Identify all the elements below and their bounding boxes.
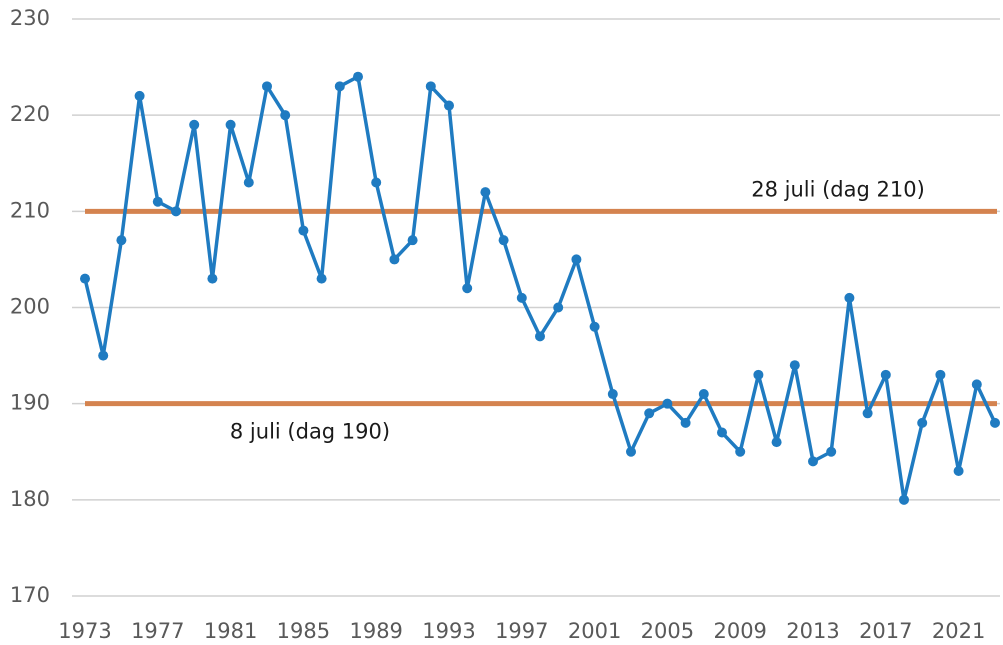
data-point (826, 446, 837, 457)
data-point (662, 398, 673, 409)
data-point (280, 110, 291, 121)
data-point (152, 196, 163, 207)
data-point (717, 427, 727, 438)
y-tick-label: 230 (10, 6, 50, 30)
data-point (844, 292, 855, 303)
data-point (207, 273, 218, 284)
data-point (680, 417, 691, 428)
data-point (535, 331, 545, 342)
data-point (316, 273, 327, 284)
data-point (553, 302, 564, 313)
x-tick-label: 2009 (713, 619, 766, 643)
x-tick-label: 1997 (495, 619, 548, 643)
data-point (935, 369, 946, 380)
data-point (953, 465, 964, 476)
data-point (899, 494, 909, 505)
data-point (98, 350, 109, 361)
y-tick-label: 220 (10, 102, 50, 126)
data-point (444, 100, 454, 111)
y-tick-label: 200 (10, 295, 50, 319)
x-tick-label: 2013 (786, 619, 839, 643)
data-point (735, 446, 746, 457)
data-point (371, 177, 382, 188)
data-point (789, 360, 800, 371)
data-point (425, 81, 436, 92)
x-tick-label: 1977 (131, 619, 184, 643)
data-point (771, 437, 782, 448)
data-point (971, 379, 982, 390)
data-point (171, 206, 181, 217)
data-point (516, 292, 527, 303)
data-point (243, 177, 254, 188)
data-point (990, 417, 1000, 428)
data-point (353, 71, 363, 82)
x-tick-label: 2001 (568, 619, 621, 643)
x-tick-label: 2005 (641, 619, 694, 643)
data-point (225, 119, 236, 130)
data-point (134, 90, 145, 101)
data-point (589, 321, 600, 332)
data-point (698, 389, 709, 400)
reference-label: 28 juli (dag 210) (751, 177, 925, 201)
x-tick-label: 1981 (204, 619, 257, 643)
x-tick-label: 2021 (932, 619, 985, 643)
data-point (334, 81, 345, 92)
y-tick-label: 170 (10, 583, 50, 607)
data-line (83, 74, 997, 502)
reference-label: 8 juli (dag 190) (230, 420, 390, 444)
data-point (389, 254, 400, 265)
x-tick-label: 1985 (277, 619, 330, 643)
data-point (262, 81, 272, 92)
x-tick-label: 1989 (349, 619, 402, 643)
data-point (407, 235, 418, 246)
data-point (189, 119, 200, 130)
y-tick-label: 210 (10, 198, 50, 222)
data-point (880, 369, 891, 380)
data-point (116, 235, 127, 246)
x-tick-label: 1973 (58, 619, 111, 643)
x-tick-label: 1993 (422, 619, 475, 643)
data-point (808, 456, 818, 467)
y-tick-label: 190 (10, 391, 50, 415)
x-tick-label: 2017 (859, 619, 912, 643)
data-point (753, 369, 764, 380)
data-point (298, 225, 309, 236)
data-point (571, 254, 582, 265)
data-point (626, 446, 636, 457)
data-point (917, 417, 928, 428)
data-point (607, 389, 618, 400)
data-point (80, 273, 90, 284)
data-point (480, 187, 491, 198)
data-point (862, 408, 873, 419)
data-point (462, 283, 473, 294)
data-point (644, 408, 655, 419)
y-tick-label: 180 (10, 487, 50, 511)
data-point (498, 235, 509, 246)
